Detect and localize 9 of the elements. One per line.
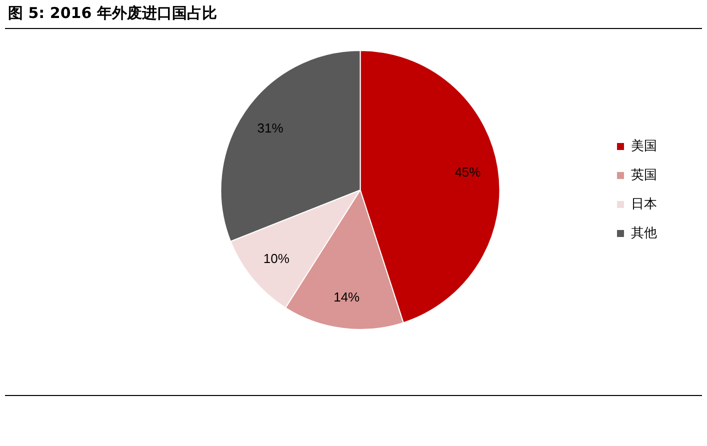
legend-label: 美国 [631, 138, 657, 154]
legend-label: 日本 [631, 196, 657, 212]
data-label: 14% [334, 290, 360, 305]
data-label: 45% [454, 164, 482, 180]
legend-label: 其他 [631, 226, 657, 241]
data-label: 10% [263, 250, 290, 266]
legend-label: 英国 [631, 168, 657, 183]
chart-title: 图 5: 2016 年外废进口国占比 [8, 4, 217, 23]
data-label: 31% [257, 120, 284, 136]
